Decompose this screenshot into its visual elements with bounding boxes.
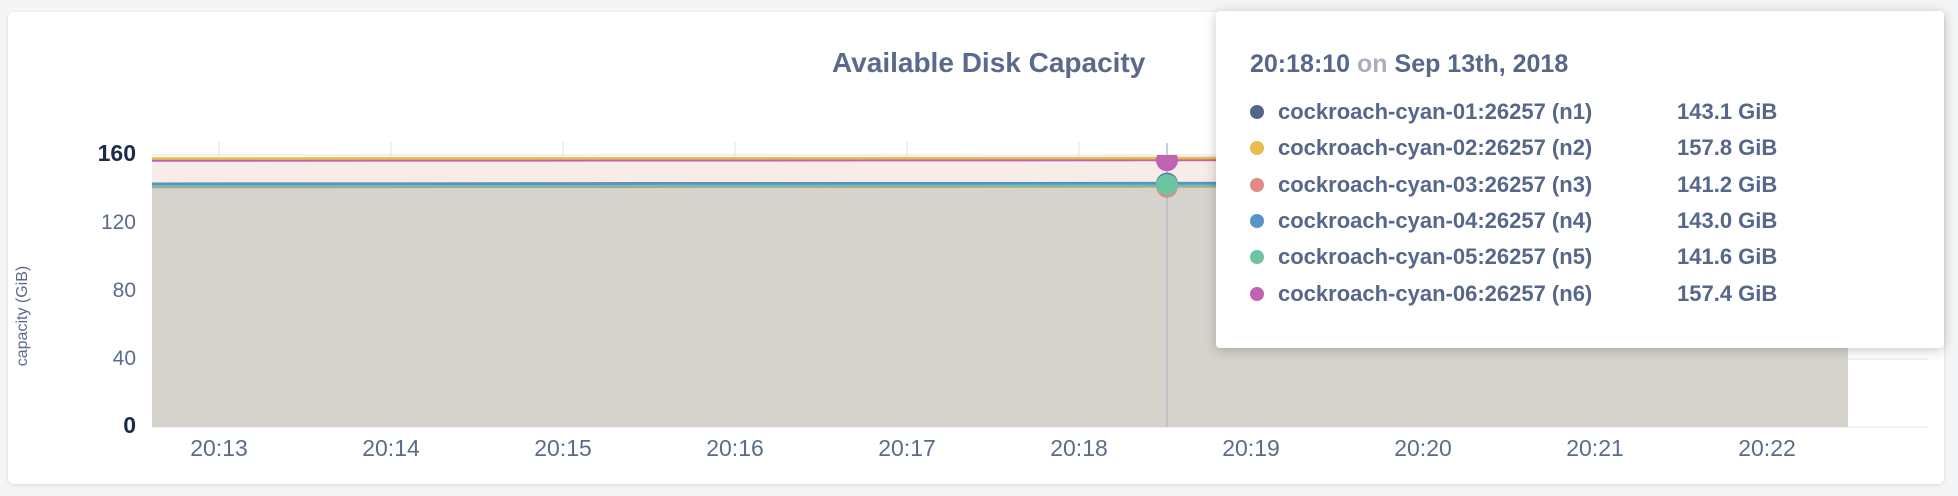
svg-text:20:14: 20:14 bbox=[362, 435, 420, 461]
svg-text:20:22: 20:22 bbox=[1738, 435, 1796, 461]
svg-text:20:18: 20:18 bbox=[1050, 435, 1108, 461]
svg-text:40: 40 bbox=[113, 347, 136, 370]
svg-text:20:16: 20:16 bbox=[706, 435, 764, 461]
svg-text:20:13: 20:13 bbox=[190, 435, 248, 461]
svg-text:20:15: 20:15 bbox=[534, 435, 592, 461]
svg-text:120: 120 bbox=[101, 211, 136, 234]
svg-text:160: 160 bbox=[98, 140, 136, 166]
svg-text:80: 80 bbox=[113, 279, 136, 302]
svg-text:20:17: 20:17 bbox=[878, 435, 936, 461]
svg-text:20:21: 20:21 bbox=[1566, 435, 1624, 461]
svg-text:20:19: 20:19 bbox=[1222, 435, 1280, 461]
svg-text:0: 0 bbox=[123, 412, 136, 438]
svg-text:20:20: 20:20 bbox=[1394, 435, 1452, 461]
